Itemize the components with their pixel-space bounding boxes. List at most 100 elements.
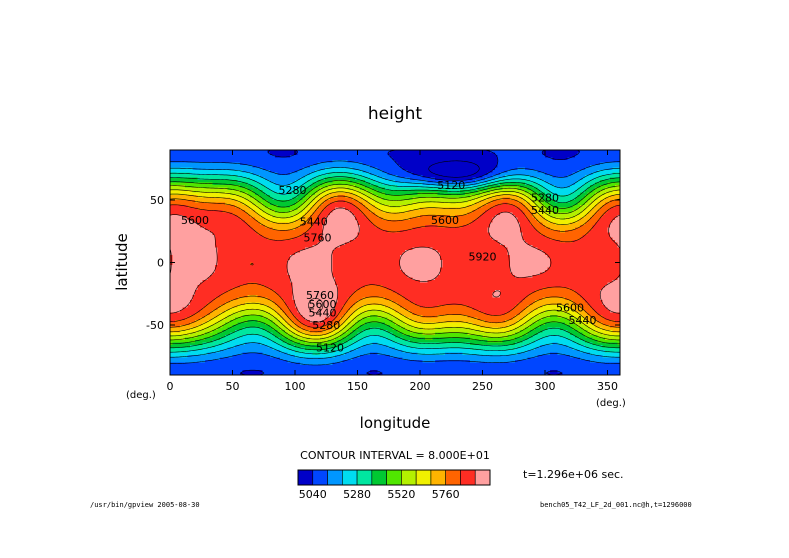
contour-cell [415,217,419,221]
contour-cell [325,182,329,186]
contour-cell [612,167,616,171]
contour-cell [365,182,369,186]
contour-cell [515,162,519,166]
contour-cell [287,215,291,219]
contour-cell [495,195,499,199]
contour-cell [477,187,481,191]
contour-cell [402,175,406,179]
contour-cell [572,200,576,204]
contour-cell [605,170,609,174]
contour-cell [187,157,191,161]
contour-cell [382,200,386,204]
contour-cell [485,195,489,199]
contour-cell [215,187,219,191]
contour-cell [427,170,431,174]
contour-cell [577,155,581,159]
contour-cell [495,162,499,166]
contour-cell [322,212,326,216]
contour-cell [265,177,269,181]
contour-cell [562,180,566,184]
contour-cell [477,190,481,194]
contour-cell [200,197,204,201]
contour-cell [190,215,194,219]
contour-cell [302,170,306,174]
contour-cell [422,187,426,191]
contour-cell [550,165,554,169]
contour-cell [427,187,431,191]
contour-cell [185,162,189,166]
contour-cell [585,180,589,184]
contour-cell [362,150,366,154]
contour-cell [252,192,256,196]
contour-cell [587,162,591,166]
contour-cell [210,200,214,204]
contour-cell [557,210,561,214]
contour-cell [445,155,449,159]
contour-cell [347,197,351,201]
contour-cell [172,182,176,186]
contour-cell [255,160,259,164]
contour-cell [470,157,474,161]
contour-cell [255,165,259,169]
contour-cell [315,172,319,176]
contour-cell [475,192,479,196]
contour-cell [380,165,384,169]
contour-cell [552,162,556,166]
contour-cell [190,175,194,179]
contour-cell [202,197,206,201]
contour-cell [385,172,389,176]
contour-cell [530,185,534,189]
contour-cell [182,207,186,211]
contour-cell [205,190,209,194]
contour-cell [230,167,234,171]
contour-cell [567,165,571,169]
contour-cell [555,162,559,166]
contour-cell [350,167,354,171]
contour-cell [482,155,486,159]
contour-cell [287,167,291,171]
contour-cell [345,172,349,176]
contour-cell [395,172,399,176]
contour-cell [267,172,271,176]
contour-cell [530,192,534,196]
contour-cell [335,150,339,154]
contour-cell [362,217,366,221]
contour-cell [280,210,284,214]
contour-cell [585,192,589,196]
contour-cell [227,157,231,161]
contour-cell [242,150,246,154]
contour-cell [427,165,431,169]
contour-cell [292,152,296,156]
contour-cell [617,170,620,174]
contour-cell [375,160,379,164]
contour-cell [522,195,526,199]
contour-cell [527,175,531,179]
contour-cell [570,167,574,171]
contour-cell [412,190,416,194]
contour-cell [417,182,421,186]
contour-cell [205,187,209,191]
contour-cell [342,212,346,216]
contour-cell [525,205,529,209]
contour-cell [367,210,371,214]
contour-cell [275,172,279,176]
contour-cell [577,172,581,176]
contour-cell [417,205,421,209]
contour-cell [425,192,429,196]
contour-cell [590,210,594,214]
contour-cell [535,190,539,194]
contour-cell [272,165,276,169]
contour-cell [202,155,206,159]
contour-cell [222,187,226,191]
contour-cell [365,180,369,184]
contour-cell [382,205,386,209]
contour-cell [202,192,206,196]
contour-cell [400,200,404,204]
contour-cell [482,202,486,206]
contour-cell [190,150,194,154]
contour-cell [595,182,599,186]
contour-cell [442,167,446,171]
contour-cell [555,150,559,154]
contour-cell [435,172,439,176]
contour-cell [572,170,576,174]
